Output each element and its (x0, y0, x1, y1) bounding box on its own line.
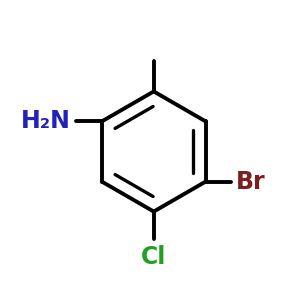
Text: H₂N: H₂N (21, 110, 70, 134)
Text: Cl: Cl (141, 245, 167, 269)
Text: Br: Br (236, 169, 266, 194)
